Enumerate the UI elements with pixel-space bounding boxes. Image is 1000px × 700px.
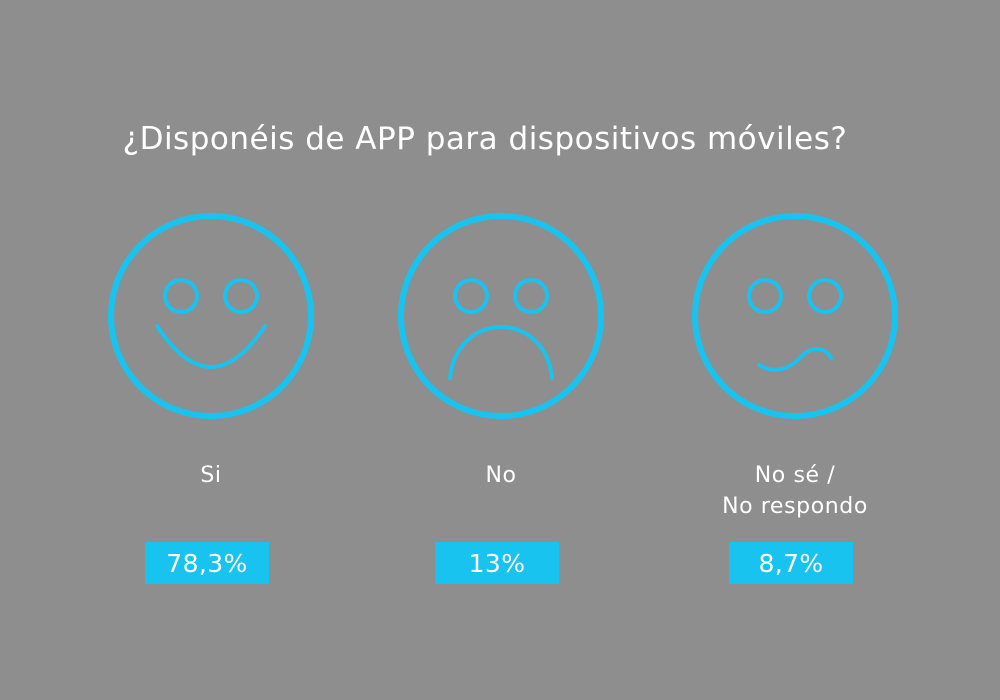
right-eye-0 — [223, 278, 259, 314]
value-label-2: 8,7% — [758, 549, 823, 578]
face-ring-1 — [398, 213, 604, 419]
category-label-2: No sé / No respondo — [722, 463, 868, 519]
category-label-line-0-0: Si — [200, 463, 221, 488]
category-label-1: No — [485, 463, 516, 488]
unsure-face-icon — [692, 213, 898, 419]
right-eye-2 — [807, 278, 843, 314]
left-eye-2 — [747, 278, 783, 314]
mouth-0 — [155, 324, 267, 369]
face-ring-2 — [692, 213, 898, 419]
mouth-1 — [448, 325, 554, 380]
value-label-1: 13% — [469, 549, 526, 578]
mouth-2 — [757, 347, 833, 372]
left-eye-0 — [163, 278, 199, 314]
value-label-0: 78,3% — [166, 549, 247, 578]
value-box-2 — [729, 542, 853, 584]
category-label-line-2-1: No respondo — [722, 494, 868, 519]
right-eye-1 — [513, 278, 549, 314]
category-label-line-1-0: No — [485, 463, 516, 488]
chart-title: ¿Disponéis de APP para dispositivos móvi… — [123, 121, 848, 157]
happy-face-icon — [108, 213, 314, 419]
survey-items: Si 78,3% No 13% No sé / No respondo 8,7% — [108, 213, 898, 584]
left-eye-1 — [453, 278, 489, 314]
category-label-0: Si — [200, 463, 221, 488]
survey-item-1: No 13% — [398, 213, 604, 584]
survey-item-2: No sé / No respondo 8,7% — [692, 213, 898, 584]
sad-face-icon — [398, 213, 604, 419]
face-ring-0 — [108, 213, 314, 419]
value-box-0 — [145, 542, 269, 584]
value-box-1 — [435, 542, 559, 584]
survey-item-0: Si 78,3% — [108, 213, 314, 584]
category-label-line-2-0: No sé / — [755, 463, 836, 488]
